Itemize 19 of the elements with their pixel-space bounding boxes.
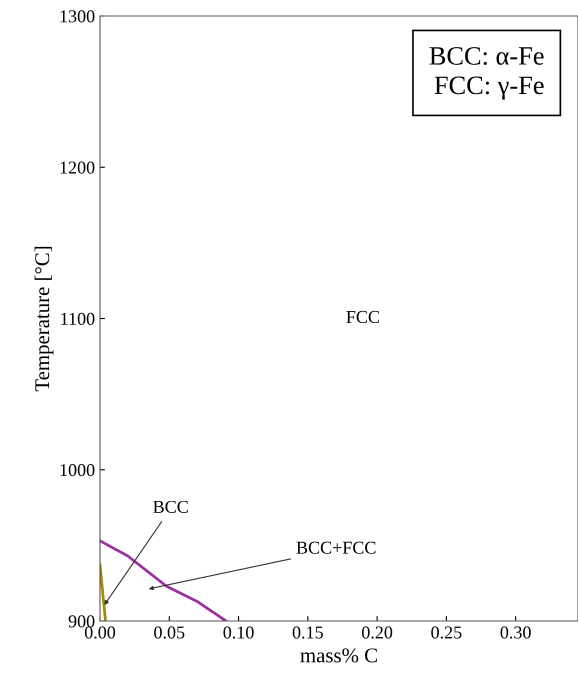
annotation: BCC+FCC [296,542,376,554]
annotation: BCC: α-Fe FCC: γ-Fe [430,47,544,100]
x-tick-label: 0.10 [223,626,254,639]
y-tick-label: 1000 [60,464,94,476]
y-tick-label: 1100 [61,312,94,325]
x-tick-label: 0.15 [292,626,323,639]
line-series [100,539,228,621]
y-tick-label: 900 [68,615,94,628]
x-tick-label: 0.00 [84,626,116,639]
x-axis-title: mass% C [300,648,377,663]
annotation: FCC [346,310,379,324]
y-axis-title: Temperature [°C] [34,246,54,392]
x-tick-label: 0.20 [362,626,392,639]
y-tick-label: 1300 [60,10,94,22]
x-tick-label: 0.25 [431,626,462,639]
y-tick-label: 1200 [60,162,94,174]
x-tick-label: 0.30 [500,626,531,639]
annotation: BCC [153,500,188,513]
x-tick-label: 0.05 [154,626,184,639]
